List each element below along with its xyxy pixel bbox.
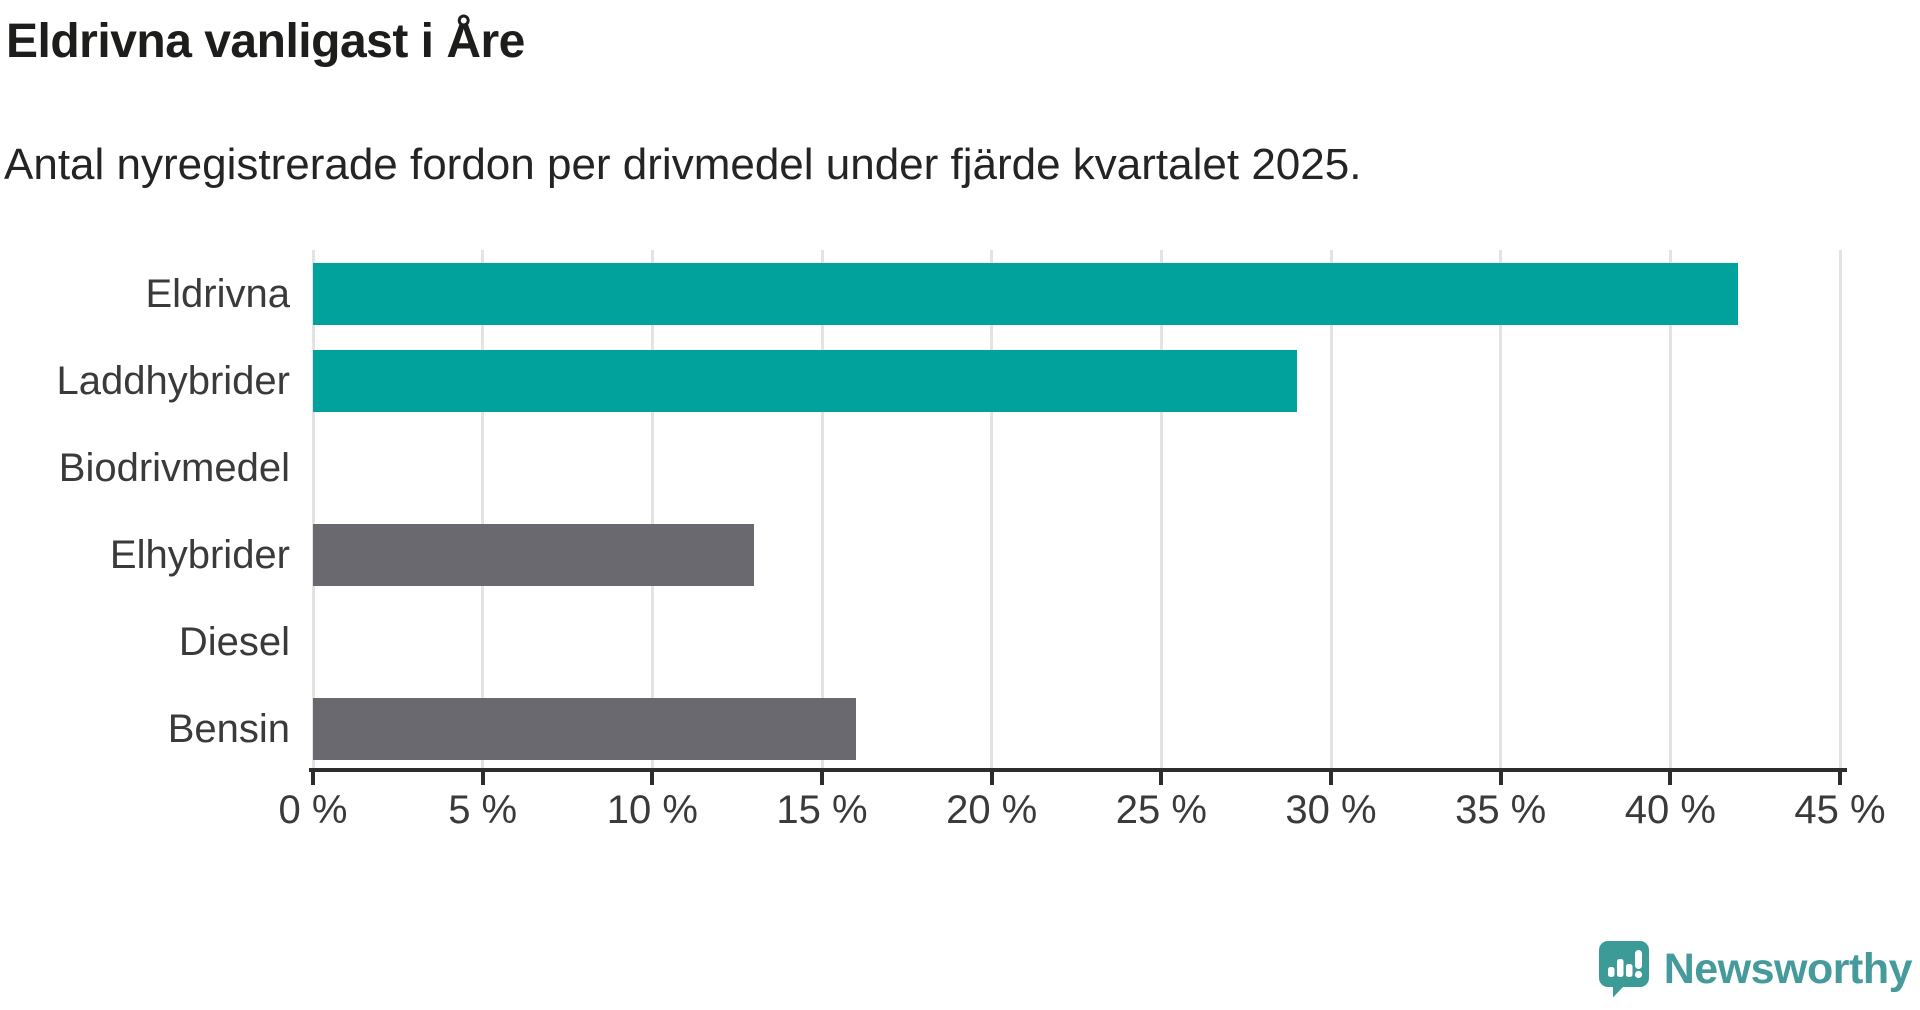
gridline-15 <box>820 250 824 770</box>
gridline-45 <box>1838 250 1842 770</box>
category-label-biodrivmedel: Biodrivmedel <box>58 446 290 490</box>
x-axis-line <box>309 768 1847 772</box>
x-tick-label-5: 5 % <box>448 788 518 832</box>
newsworthy-logo-text: Newsworthy <box>1663 944 1913 993</box>
x-axis-tick-5 <box>480 772 485 785</box>
x-axis-tick-35 <box>1498 772 1503 785</box>
x-tick-label-35: 35 % <box>1455 788 1547 832</box>
chart-subtitle: Antal nyregistrerade fordon per drivmede… <box>4 140 1362 189</box>
bar-bensin <box>313 698 856 760</box>
newsworthy-branding: Newsworthy <box>1598 940 1913 998</box>
x-axis-tick-25 <box>1159 772 1164 785</box>
gridline-20 <box>990 250 994 770</box>
y-axis-category-labels: Eldrivna Laddhybrider Biodrivmedel Elhybrid… <box>0 250 291 770</box>
gridline-0 <box>311 250 315 770</box>
x-axis-tick-45 <box>1838 772 1842 785</box>
plot-area: 0 % 5 % 10 % 15 % 20 % 25 % 30 % 35 % 40 % 45 % <box>279 250 1886 830</box>
x-tick-label-25: 25 % <box>1115 788 1207 832</box>
x-tick-label-40: 40 % <box>1624 788 1716 832</box>
gridline-25 <box>1159 250 1163 770</box>
x-tick-label-30: 30 % <box>1285 788 1377 832</box>
x-tick-label-45: 45 % <box>1794 788 1886 832</box>
bar-eldrivna <box>313 263 1739 325</box>
gridline-40 <box>1668 250 1672 770</box>
bar-laddhybrider <box>313 350 1298 412</box>
category-label-bensin: Bensin <box>167 707 290 751</box>
x-tick-label-0: 0 % <box>278 788 348 832</box>
x-axis-tick-0 <box>311 772 315 785</box>
category-label-elhybrider: Elhybrider <box>109 533 290 577</box>
x-tick-label-15: 15 % <box>776 788 868 832</box>
gridline-30 <box>1329 250 1333 770</box>
gridline-5 <box>481 250 485 770</box>
x-axis-tick-30 <box>1329 772 1333 785</box>
x-tick-label-20: 20 % <box>946 788 1038 832</box>
x-axis-tick-15 <box>820 772 824 785</box>
x-axis-tick-20 <box>989 772 994 785</box>
category-label-diesel: Diesel <box>178 620 290 664</box>
bar-elhybrider <box>313 524 755 586</box>
gridline-35 <box>1499 250 1503 770</box>
gridline-10 <box>650 250 654 770</box>
chart-title: Eldrivna vanligast i Åre <box>6 15 525 68</box>
category-label-laddhybrider: Laddhybrider <box>56 359 291 403</box>
category-label-eldrivna: Eldrivna <box>145 272 290 316</box>
newsworthy-logo-icon <box>1598 941 1649 998</box>
x-axis-tick-10 <box>650 772 655 785</box>
x-tick-label-10: 10 % <box>606 788 698 832</box>
x-axis-tick-40 <box>1668 772 1673 785</box>
